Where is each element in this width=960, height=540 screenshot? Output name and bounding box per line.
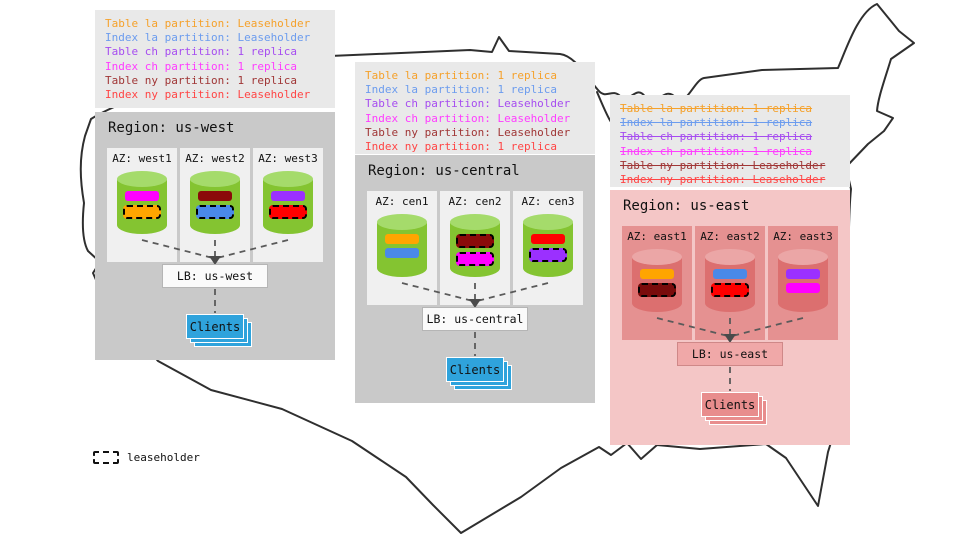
partition-bar xyxy=(123,205,161,219)
partition-line: Table ch partition: Leaseholder xyxy=(365,97,571,111)
cylinder-top xyxy=(190,171,240,187)
partition-bar xyxy=(271,191,305,201)
az-row: AZ: west1 AZ: west2 AZ: west3 xyxy=(107,148,323,262)
region-title: Region: us-east xyxy=(623,198,750,214)
cylinder-top xyxy=(705,249,755,265)
az-row: AZ: east1 AZ: east2 AZ: east3 xyxy=(622,226,838,340)
partition-line: Index ch partition: 1 replica xyxy=(105,59,298,73)
leaseholder-swatch-icon xyxy=(93,451,119,464)
cylinder-top xyxy=(450,214,500,230)
lb-us-central: LB: us-central xyxy=(422,307,528,331)
az-cen2: AZ: cen2 xyxy=(440,191,510,305)
partition-note-us-central: Table la partition: 1 replica Index la p… xyxy=(355,62,595,154)
az-west3: AZ: west3 xyxy=(253,148,323,262)
az-east3: AZ: east3 xyxy=(768,226,838,340)
partition-line: Index ny partition: 1 replica xyxy=(365,140,558,154)
az-east2: AZ: east2 xyxy=(695,226,765,340)
region-title: Region: us-central xyxy=(368,163,520,179)
region-us-east: Region: us-east AZ: east1 AZ: east2 xyxy=(610,190,850,445)
partition-bar xyxy=(198,191,232,201)
partition-bar xyxy=(531,234,565,244)
partition-line: Index la partition: 1 replica xyxy=(620,116,813,130)
cylinder-top xyxy=(632,249,682,265)
az-west1: AZ: west1 xyxy=(107,148,177,262)
az-east1: AZ: east1 xyxy=(622,226,692,340)
db-node-cylinder xyxy=(705,249,755,312)
cylinder-top xyxy=(377,214,427,230)
az-cen1: AZ: cen1 xyxy=(367,191,437,305)
partition-line: Index ch partition: Leaseholder xyxy=(365,111,571,125)
az-label: AZ: west2 xyxy=(185,152,245,165)
partition-line: Table ny partition: Leaseholder xyxy=(620,158,826,172)
partition-bar xyxy=(529,248,567,262)
db-node-cylinder xyxy=(523,214,573,277)
legend-label: leaseholder xyxy=(127,451,200,464)
partition-bar xyxy=(269,205,307,219)
partition-line: Table ch partition: 1 replica xyxy=(105,45,298,59)
clients-us-west: Clients xyxy=(186,314,252,347)
partition-bar xyxy=(786,283,820,293)
partition-bar xyxy=(456,234,494,248)
clients-us-central: Clients xyxy=(446,357,512,390)
az-label: AZ: cen2 xyxy=(448,195,502,208)
az-label: AZ: east3 xyxy=(773,230,833,243)
partition-bar xyxy=(196,205,234,219)
az-label: AZ: west1 xyxy=(112,152,172,165)
partition-bar xyxy=(786,269,820,279)
partition-line: Table la partition: Leaseholder xyxy=(105,17,311,30)
region-title: Region: us-west xyxy=(108,120,235,136)
db-node-cylinder xyxy=(190,171,240,234)
partition-line: Table la partition: 1 replica xyxy=(620,102,813,115)
legend-leaseholder: leaseholder xyxy=(93,451,200,464)
partition-note-us-east: Table la partition: 1 replica Index la p… xyxy=(610,95,850,187)
az-row: AZ: cen1 AZ: cen2 AZ: cen3 xyxy=(367,191,583,305)
cylinder-top xyxy=(523,214,573,230)
db-node-cylinder xyxy=(377,214,427,277)
az-label: AZ: cen3 xyxy=(521,195,575,208)
partition-line: Index ny partition: Leaseholder xyxy=(620,173,826,187)
db-node-cylinder xyxy=(450,214,500,277)
cylinder-top xyxy=(263,171,313,187)
cylinder-top xyxy=(117,171,167,187)
partition-line: Index ny partition: Leaseholder xyxy=(105,88,311,102)
clients-us-east: Clients xyxy=(701,392,767,425)
az-label: AZ: east1 xyxy=(627,230,687,243)
partition-bar xyxy=(638,283,676,297)
partition-bar xyxy=(125,191,159,201)
partition-bar xyxy=(385,234,419,244)
partition-note-us-west: Table la partition: Leaseholder Index la… xyxy=(95,10,335,108)
clients-label: Clients xyxy=(446,357,504,382)
clients-label: Clients xyxy=(701,392,759,417)
az-cen3: AZ: cen3 xyxy=(513,191,583,305)
az-west2: AZ: west2 xyxy=(180,148,250,262)
partition-bar xyxy=(385,248,419,258)
lb-us-east: LB: us-east xyxy=(677,342,783,366)
partition-line: Index ch partition: 1 replica xyxy=(620,144,813,158)
partition-bar xyxy=(711,283,749,297)
partition-line: Table ny partition: 1 replica xyxy=(105,73,298,87)
partition-line: Table ch partition: 1 replica xyxy=(620,130,813,144)
db-node-cylinder xyxy=(778,249,828,312)
db-node-cylinder xyxy=(632,249,682,312)
partition-line: Table ny partition: Leaseholder xyxy=(365,125,571,139)
partition-line: Index la partition: Leaseholder xyxy=(105,31,311,45)
partition-bar xyxy=(456,252,494,266)
db-node-cylinder xyxy=(117,171,167,234)
az-label: AZ: west3 xyxy=(258,152,318,165)
db-node-cylinder xyxy=(263,171,313,234)
region-us-central: Region: us-central AZ: cen1 AZ: cen2 xyxy=(355,155,595,403)
az-label: AZ: cen1 xyxy=(375,195,429,208)
region-us-west: Region: us-west AZ: west1 AZ: west2 xyxy=(95,112,335,360)
partition-bar xyxy=(713,269,747,279)
clients-label: Clients xyxy=(186,314,244,339)
partition-line: Table la partition: 1 replica xyxy=(365,69,558,82)
partition-bar xyxy=(640,269,674,279)
lb-us-west: LB: us-west xyxy=(162,264,268,288)
az-label: AZ: east2 xyxy=(700,230,760,243)
partition-line: Index la partition: 1 replica xyxy=(365,83,558,97)
cylinder-top xyxy=(778,249,828,265)
